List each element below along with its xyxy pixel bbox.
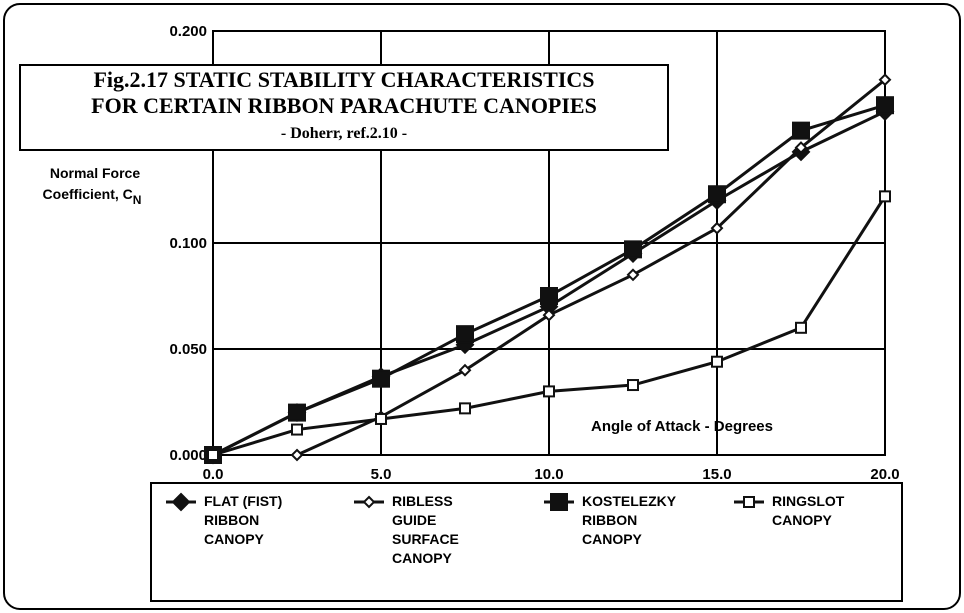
frame [3, 3, 961, 610]
marker [879, 190, 891, 203]
y-label-subscript: N [133, 193, 142, 207]
legend-item: RINGSLOT CANOPY [732, 492, 862, 530]
marker [459, 402, 471, 415]
chart-title: Fig.2.17 STATIC STABILITY CHARACTERISTIC… [93, 67, 594, 92]
chart-subtitle: - Doherr, ref.2.10 - [281, 125, 407, 142]
marker [542, 308, 556, 322]
marker [876, 96, 894, 115]
series-line [296, 78, 886, 457]
marker [743, 496, 755, 508]
marker [550, 493, 568, 511]
legend-item: KOSTELEZKY RIBBON CANOPY [542, 492, 676, 549]
marker [795, 321, 807, 334]
x-tick-label: 5.0 [371, 466, 392, 483]
marker [626, 268, 640, 282]
marker [543, 385, 555, 398]
marker [627, 379, 639, 392]
legend-label: FLAT (FIST) RIBBON CANOPY [204, 493, 283, 547]
marker [288, 403, 306, 422]
marker [372, 369, 390, 388]
marker [711, 355, 723, 368]
marker [794, 141, 808, 155]
legend-icon [166, 492, 196, 512]
legend-label: RINGSLOT CANOPY [772, 493, 845, 528]
legend-icon [354, 495, 384, 509]
marker [540, 287, 558, 305]
y-tick-label: 0.200 [169, 23, 207, 40]
marker [878, 73, 892, 87]
y-tick-label: 0.000 [169, 447, 207, 464]
x-label: Angle of Attack - Degrees [591, 418, 773, 435]
marker [291, 423, 303, 436]
marker [290, 448, 304, 462]
legend: FLAT (FIST) RIBBON CANOPY RIBLESS GUIDE S… [150, 482, 903, 602]
legend-icon [544, 493, 574, 511]
chart-title: FOR CERTAIN RIBBON PARACHUTE CANOPIES [91, 93, 597, 118]
x-tick-label: 20.0 [870, 466, 899, 483]
marker [375, 412, 387, 425]
y-label: Normal Force [50, 165, 140, 181]
x-tick-label: 0.0 [203, 466, 224, 483]
legend-icon [734, 496, 764, 508]
title-box [19, 64, 669, 151]
marker [362, 495, 376, 509]
y-label-text: Coefficient, C [43, 186, 133, 202]
legend-item: RIBLESS GUIDE SURFACE CANOPY [352, 492, 482, 568]
marker [171, 492, 191, 512]
marker [207, 449, 219, 461]
marker [624, 240, 642, 259]
marker [458, 363, 472, 377]
y-label: Coefficient, CN [43, 186, 142, 207]
marker [710, 221, 724, 235]
y-tick-label: 0.050 [169, 341, 207, 358]
x-tick-label: 15.0 [702, 466, 731, 483]
legend-item: FLAT (FIST) RIBBON CANOPY [164, 492, 294, 549]
legend-label: RIBLESS GUIDE SURFACE CANOPY [392, 493, 459, 566]
legend-label: KOSTELEZKY RIBBON CANOPY [582, 493, 676, 547]
x-tick-label: 10.0 [534, 466, 563, 483]
marker [708, 185, 726, 204]
marker [456, 325, 474, 344]
y-tick-label: 0.100 [169, 235, 207, 252]
marker [792, 121, 810, 140]
